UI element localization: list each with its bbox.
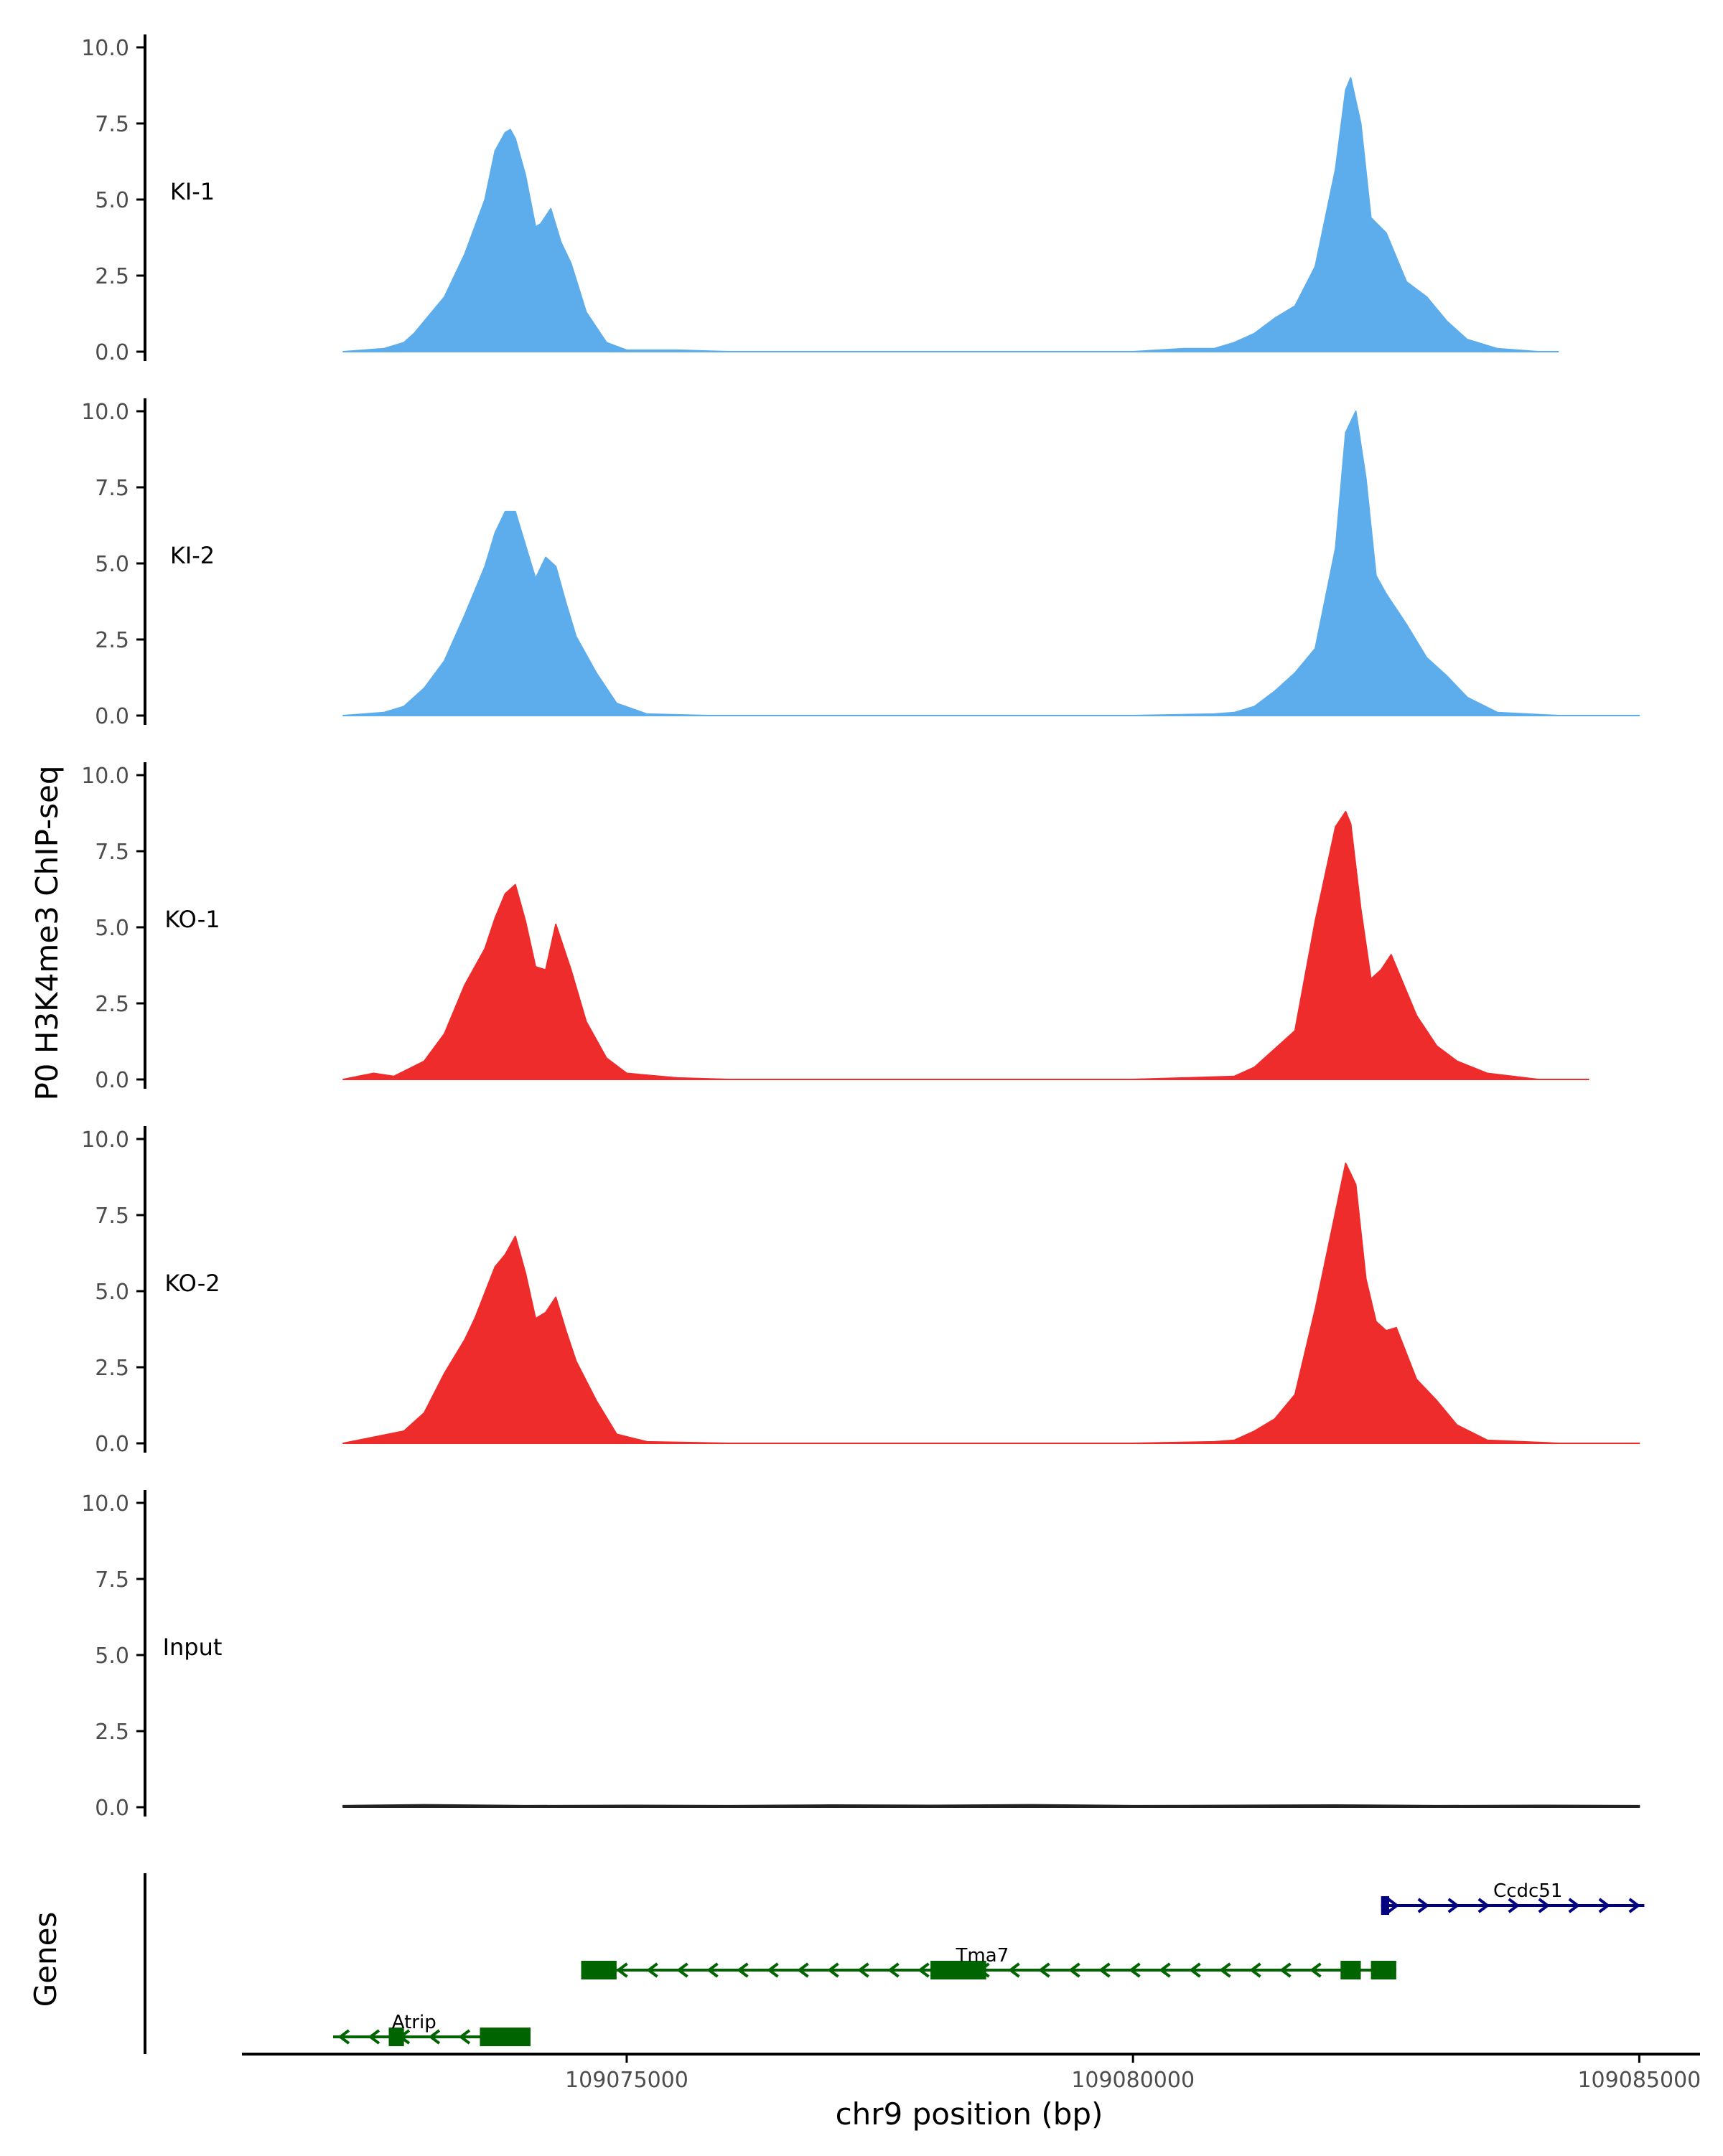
strand-arrow-icon (1508, 1898, 1521, 1913)
strand-arrow-icon (428, 2029, 441, 2045)
y-tick-label: 7.5 (95, 476, 129, 501)
strand-arrow-icon (1477, 1898, 1490, 1913)
x-tick-label: 109085000 (1577, 2068, 1701, 2093)
coverage-area-ki-1 (342, 77, 1559, 352)
strand-arrow-icon (1628, 1898, 1641, 1913)
strand-arrow-icon (797, 1962, 809, 1978)
gene-name-label: Tma7 (956, 1945, 1009, 1967)
y-tick-label: 10.0 (81, 1491, 129, 1517)
panel-ki-1: 0.0 2.5 5.0 7.5 10.0 KI-1 (81, 34, 1559, 365)
exon-block (480, 2028, 531, 2046)
y-tick-label: 10.0 (81, 1128, 129, 1153)
exon-block (930, 1961, 986, 1979)
y-tick-label: 7.5 (95, 1567, 129, 1593)
y-tick-label: 7.5 (95, 112, 129, 137)
y-tick-label: 2.5 (95, 264, 129, 289)
strand-arrow-icon (1447, 1898, 1460, 1913)
strand-arrow-icon (368, 2029, 380, 2045)
y-tick-label: 7.5 (95, 840, 129, 865)
strand-arrow-icon (676, 1962, 688, 1978)
gene-atrip[interactable]: Atrip (332, 2012, 531, 2046)
y-tick-label: 2.5 (95, 992, 129, 1017)
y-tick-label: 2.5 (95, 1356, 129, 1381)
y-tick-label: 5.0 (95, 916, 129, 941)
x-axis: 109075000 109080000 109085000 (242, 2053, 1701, 2093)
y-axis-label: P0 H3K4me3 ChIP-seq (29, 765, 65, 1100)
coverage-panels: 0.0 2.5 5.0 7.5 10.0 KI-1 0.0 2.5 5.0 7.5 10.0 KI-2… (81, 34, 1640, 1821)
y-tick-label: 0.0 (95, 1796, 129, 1821)
exon-block (1371, 1961, 1396, 1979)
y-tick-label: 0.0 (95, 1068, 129, 1093)
y-tick-label: 5.0 (95, 188, 129, 213)
strand-arrow-icon (1538, 1898, 1551, 1913)
strand-arrow-icon (1008, 1962, 1020, 1978)
coverage-area-ki-2 (342, 411, 1640, 716)
strand-arrow-icon (1038, 1962, 1050, 1978)
track-label-ko-2: KO-2 (164, 1270, 220, 1297)
strand-arrow-icon (1068, 1962, 1080, 1978)
strand-arrow-icon (827, 1962, 839, 1978)
strand-arrow-icon (1279, 1962, 1292, 1978)
coverage-area-input (342, 1804, 1640, 1808)
track-label-ki-2: KI-2 (170, 542, 215, 569)
y-tick-label: 5.0 (95, 1644, 129, 1669)
strand-arrow-icon (1189, 1962, 1201, 1978)
x-tick-label: 109080000 (1071, 2068, 1195, 2093)
panel-ko-1: 0.0 2.5 5.0 7.5 10.0 KO-1 (81, 762, 1589, 1093)
strand-arrow-icon (1159, 1962, 1171, 1978)
gene-name-label: Atrip (392, 2012, 436, 2033)
exon-block (1381, 1896, 1390, 1915)
y-tick-label: 7.5 (95, 1204, 129, 1229)
x-axis-label: chr9 position (bp) (836, 2096, 1103, 2132)
strand-arrow-icon (458, 2029, 471, 2045)
strand-arrow-icon (1598, 1898, 1611, 1913)
y-tick-label: 2.5 (95, 1720, 129, 1745)
strand-arrow-icon (1387, 1898, 1400, 1913)
track-label-input: Input (163, 1634, 223, 1661)
exon-block (388, 2028, 404, 2046)
strand-arrow-icon (1309, 1962, 1322, 1978)
panel-input: 0.0 2.5 5.0 7.5 10.0 Input (81, 1490, 1640, 1821)
track-label-ki-1: KI-1 (170, 178, 215, 205)
y-tick-label: 0.0 (95, 340, 129, 365)
gene-track: Genes Ccdc51 Tma7 Atrip (28, 1873, 1645, 2054)
gene-tma7[interactable]: Tma7 (581, 1945, 1396, 1979)
y-tick-label: 0.0 (95, 704, 129, 729)
y-tick-label: 5.0 (95, 1280, 129, 1305)
gene-name-label: Ccdc51 (1493, 1880, 1562, 1902)
gene-ccdc51[interactable]: Ccdc51 (1381, 1880, 1645, 1915)
strand-arrow-icon (767, 1962, 779, 1978)
strand-arrow-icon (706, 1962, 719, 1978)
strand-arrow-icon (616, 1962, 628, 1978)
strand-arrow-icon (857, 1962, 869, 1978)
y-tick-label: 10.0 (81, 400, 129, 425)
strand-arrow-icon (1568, 1898, 1581, 1913)
strand-arrow-icon (1219, 1962, 1231, 1978)
y-tick-label: 5.0 (95, 552, 129, 577)
strand-arrow-icon (737, 1962, 749, 1978)
panel-ko-2: 0.0 2.5 5.0 7.5 10.0 KO-2 (81, 1126, 1640, 1457)
y-tick-label: 10.0 (81, 764, 129, 789)
strand-arrow-icon (1129, 1962, 1141, 1978)
y-tick-label: 10.0 (81, 36, 129, 61)
track-label-ko-1: KO-1 (164, 906, 220, 933)
strand-arrow-icon (337, 2029, 350, 2045)
strand-arrow-icon (1098, 1962, 1111, 1978)
x-tick-label: 109075000 (565, 2068, 688, 2093)
strand-arrow-icon (887, 1962, 900, 1978)
strand-arrow-icon (1417, 1898, 1430, 1913)
exon-block (581, 1961, 617, 1979)
gene-track-label: Genes (28, 1912, 63, 2007)
y-tick-label: 2.5 (95, 628, 129, 653)
y-tick-label: 0.0 (95, 1432, 129, 1457)
coverage-area-ko-2 (342, 1162, 1640, 1444)
strand-arrow-icon (1249, 1962, 1261, 1978)
exon-block (1340, 1961, 1361, 1979)
strand-arrow-icon (646, 1962, 658, 1978)
panel-ki-2: 0.0 2.5 5.0 7.5 10.0 KI-2 (81, 398, 1640, 729)
coverage-area-ko-1 (342, 810, 1589, 1080)
strand-arrow-icon (917, 1962, 930, 1978)
